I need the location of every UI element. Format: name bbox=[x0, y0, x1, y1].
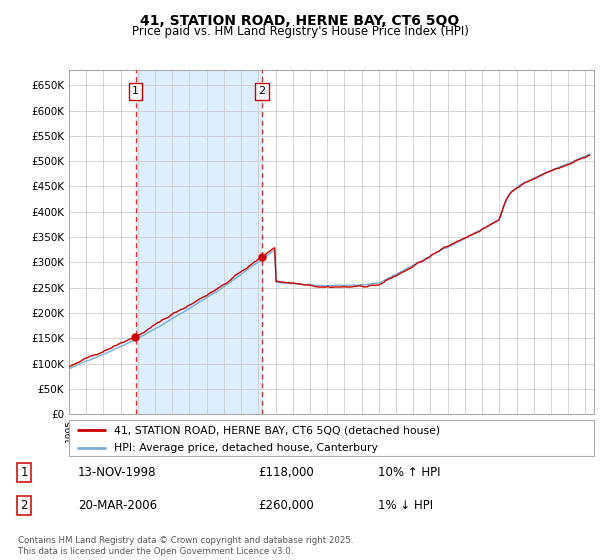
Text: 41, STATION ROAD, HERNE BAY, CT6 5QQ (detached house): 41, STATION ROAD, HERNE BAY, CT6 5QQ (de… bbox=[113, 425, 440, 435]
Text: 20-MAR-2006: 20-MAR-2006 bbox=[78, 498, 157, 512]
Text: 1: 1 bbox=[20, 465, 28, 479]
Text: 13-NOV-1998: 13-NOV-1998 bbox=[78, 465, 157, 479]
Text: 2: 2 bbox=[259, 86, 266, 96]
Text: £260,000: £260,000 bbox=[258, 498, 314, 512]
Text: Contains HM Land Registry data © Crown copyright and database right 2025.
This d: Contains HM Land Registry data © Crown c… bbox=[18, 536, 353, 556]
Text: HPI: Average price, detached house, Canterbury: HPI: Average price, detached house, Cant… bbox=[113, 444, 377, 454]
Point bbox=[257, 253, 266, 262]
Text: 1% ↓ HPI: 1% ↓ HPI bbox=[378, 498, 433, 512]
Text: 41, STATION ROAD, HERNE BAY, CT6 5QQ: 41, STATION ROAD, HERNE BAY, CT6 5QQ bbox=[140, 14, 460, 28]
FancyBboxPatch shape bbox=[69, 420, 594, 456]
Point bbox=[130, 332, 140, 341]
Text: 1: 1 bbox=[132, 86, 139, 96]
Text: 10% ↑ HPI: 10% ↑ HPI bbox=[378, 465, 440, 479]
Text: 2: 2 bbox=[20, 498, 28, 512]
Text: £118,000: £118,000 bbox=[258, 465, 314, 479]
Text: Price paid vs. HM Land Registry's House Price Index (HPI): Price paid vs. HM Land Registry's House … bbox=[131, 25, 469, 38]
